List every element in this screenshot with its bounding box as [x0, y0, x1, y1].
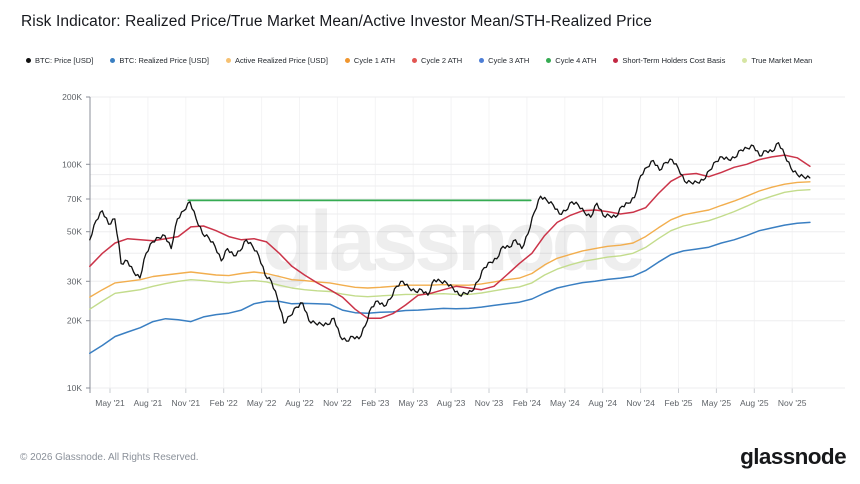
series-btc-price-usd [89, 142, 811, 342]
legend-label: BTC: Price [USD] [35, 56, 94, 65]
y-axis-label: 70K [67, 194, 82, 204]
copyright-text: © 2026 Glassnode. All Rights Reserved. [20, 452, 199, 463]
legend-label: True Market Mean [751, 56, 813, 65]
series-btc-realized-price-usd [89, 221, 811, 355]
x-axis-label: Feb '22 [210, 398, 238, 408]
legend-dot-icon [742, 58, 748, 63]
legend-label: Short-Term Holders Cost Basis [622, 56, 726, 65]
x-axis-label: May '22 [247, 398, 277, 408]
legend-item[interactable]: Cycle 1 ATH [344, 56, 396, 65]
x-axis-label: Aug '23 [437, 398, 466, 408]
glassnode-watermark: glassnode [262, 194, 643, 288]
legend-label: Cycle 2 ATH [421, 56, 463, 65]
y-axis-label: 100K [62, 159, 82, 169]
x-axis-label: May '25 [702, 398, 732, 408]
legend-label: Active Realized Price [USD] [234, 56, 328, 65]
legend-dot-icon [225, 58, 231, 63]
legend-dot-icon [26, 58, 31, 63]
y-axis-label: 200K [62, 92, 82, 102]
legend-item[interactable]: True Market Mean [742, 56, 812, 65]
legend-dot-icon [344, 58, 350, 63]
legend-label: Cycle 4 ATH [555, 56, 597, 65]
x-axis-label: Nov '23 [475, 398, 504, 408]
x-axis-label: Aug '24 [588, 398, 617, 408]
y-axis-label: 20K [67, 316, 82, 326]
glassnode-logo[interactable]: glassnode [740, 444, 846, 469]
legend-label: Cycle 3 ATH [488, 56, 530, 65]
x-axis-label: Nov '24 [626, 398, 655, 408]
legend-item[interactable]: BTC: Price [USD] [26, 56, 93, 65]
legend-dot-icon [546, 58, 552, 63]
x-axis-label: Nov '25 [778, 398, 807, 408]
x-axis-label: May '24 [550, 398, 580, 408]
x-axis-label: May '23 [398, 398, 428, 408]
legend-item[interactable]: Cycle 4 ATH [546, 56, 596, 65]
legend-item[interactable]: Short-Term Holders Cost Basis [613, 56, 725, 65]
x-axis-label: Aug '22 [285, 398, 314, 408]
price-chart[interactable]: May '21 Aug '21 Nov '21 Feb '22 May '22 Aug '… [0, 0, 860, 430]
legend-dot-icon [613, 58, 619, 63]
legend-dot-icon [479, 58, 485, 63]
series-true-market-mean [89, 188, 811, 310]
y-axis-label: 10K [67, 383, 82, 393]
x-axis-label: Feb '24 [513, 398, 541, 408]
legend-label: BTC: Realized Price [USD] [119, 56, 209, 65]
chart-legend: BTC: Price [USD] BTC: Realized Price [USD… [26, 56, 812, 65]
x-axis-label: Feb '23 [361, 398, 389, 408]
x-axis-label: Feb '25 [664, 398, 692, 408]
x-axis-label: Nov '21 [172, 398, 201, 408]
x-axis-label: May '21 [95, 398, 125, 408]
x-axis-label: Nov '22 [323, 398, 352, 408]
page-title: Risk Indicator: Realized Price/True Mark… [21, 13, 652, 30]
series-short-term-holders-cost-basis [89, 154, 811, 320]
x-axis-label: Aug '21 [134, 398, 163, 408]
chart-canvas[interactable]: May '21 Aug '21 Nov '21 Feb '22 May '22 Aug '… [0, 0, 860, 430]
legend-item[interactable]: Cycle 3 ATH [479, 56, 529, 65]
legend-label: Cycle 1 ATH [353, 56, 396, 65]
legend-dot-icon [110, 58, 116, 63]
y-axis-label: 50K [67, 227, 82, 237]
y-axis-label: 30K [67, 276, 82, 286]
x-axis-label: Aug '25 [740, 398, 769, 408]
legend-item[interactable]: Cycle 2 ATH [412, 56, 462, 65]
legend-item[interactable]: BTC: Realized Price [USD] [110, 56, 209, 65]
legend-dot-icon [412, 58, 418, 63]
legend-item[interactable]: Active Realized Price [USD] [225, 56, 328, 65]
